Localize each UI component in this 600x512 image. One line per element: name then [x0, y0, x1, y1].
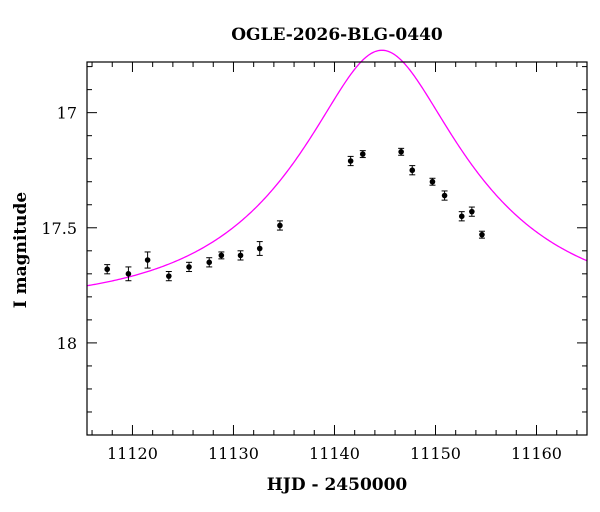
data-marker	[469, 208, 475, 215]
x-tick-label: 11150	[410, 444, 461, 463]
data-point	[478, 230, 485, 239]
tick-labels: 11120 11130 11140 11150 11160 17 17.5 18	[41, 104, 562, 463]
data-marker	[256, 245, 263, 252]
x-tick-label: 11120	[107, 444, 158, 463]
data-point	[144, 251, 151, 269]
data-point	[186, 261, 193, 273]
data-point	[237, 250, 244, 261]
axis-ticks	[87, 62, 587, 436]
model-curve	[86, 49, 588, 287]
data-point	[256, 241, 263, 256]
y-tick-label: 18	[57, 334, 77, 353]
data-point	[441, 190, 448, 201]
y-axis-label: I magnitude	[11, 192, 31, 309]
data-marker	[429, 178, 436, 185]
data-marker	[125, 271, 132, 277]
data-marker	[237, 252, 244, 259]
data-marker	[458, 213, 465, 220]
data-point	[398, 147, 405, 156]
plot-frame	[86, 61, 588, 436]
y-tick-label: 17	[57, 104, 77, 123]
chart-title: OGLE-2026-BLG-0440	[231, 25, 443, 45]
data-marker	[359, 151, 366, 157]
data-marker	[144, 257, 151, 263]
data-marker	[409, 167, 416, 174]
data-marker	[347, 158, 354, 164]
data-marker	[104, 266, 111, 273]
data-marker	[398, 148, 404, 155]
data-point	[458, 211, 465, 222]
data-point	[206, 257, 213, 268]
x-tick-label: 11140	[309, 444, 360, 463]
data-point	[125, 266, 132, 282]
x-axis-label: HJD - 2450000	[267, 475, 408, 495]
x-tick-label: 11130	[208, 444, 259, 463]
data-point	[409, 165, 416, 176]
data-marker	[441, 192, 448, 199]
data-marker	[479, 231, 485, 238]
data-marker	[166, 273, 172, 279]
data-marker	[206, 259, 213, 266]
data-marker	[186, 264, 192, 270]
x-tick-label: 11160	[511, 444, 562, 463]
data-point	[276, 220, 283, 231]
data-point	[429, 177, 436, 186]
data-point	[347, 155, 354, 167]
plot-content	[86, 49, 588, 287]
data-point	[359, 150, 366, 159]
data-point	[468, 206, 475, 217]
data-marker	[218, 252, 225, 259]
data-point	[104, 264, 111, 275]
data-point	[218, 251, 225, 260]
y-tick-label: 17.5	[41, 219, 77, 238]
data-marker	[277, 222, 283, 229]
data-point	[165, 271, 172, 282]
